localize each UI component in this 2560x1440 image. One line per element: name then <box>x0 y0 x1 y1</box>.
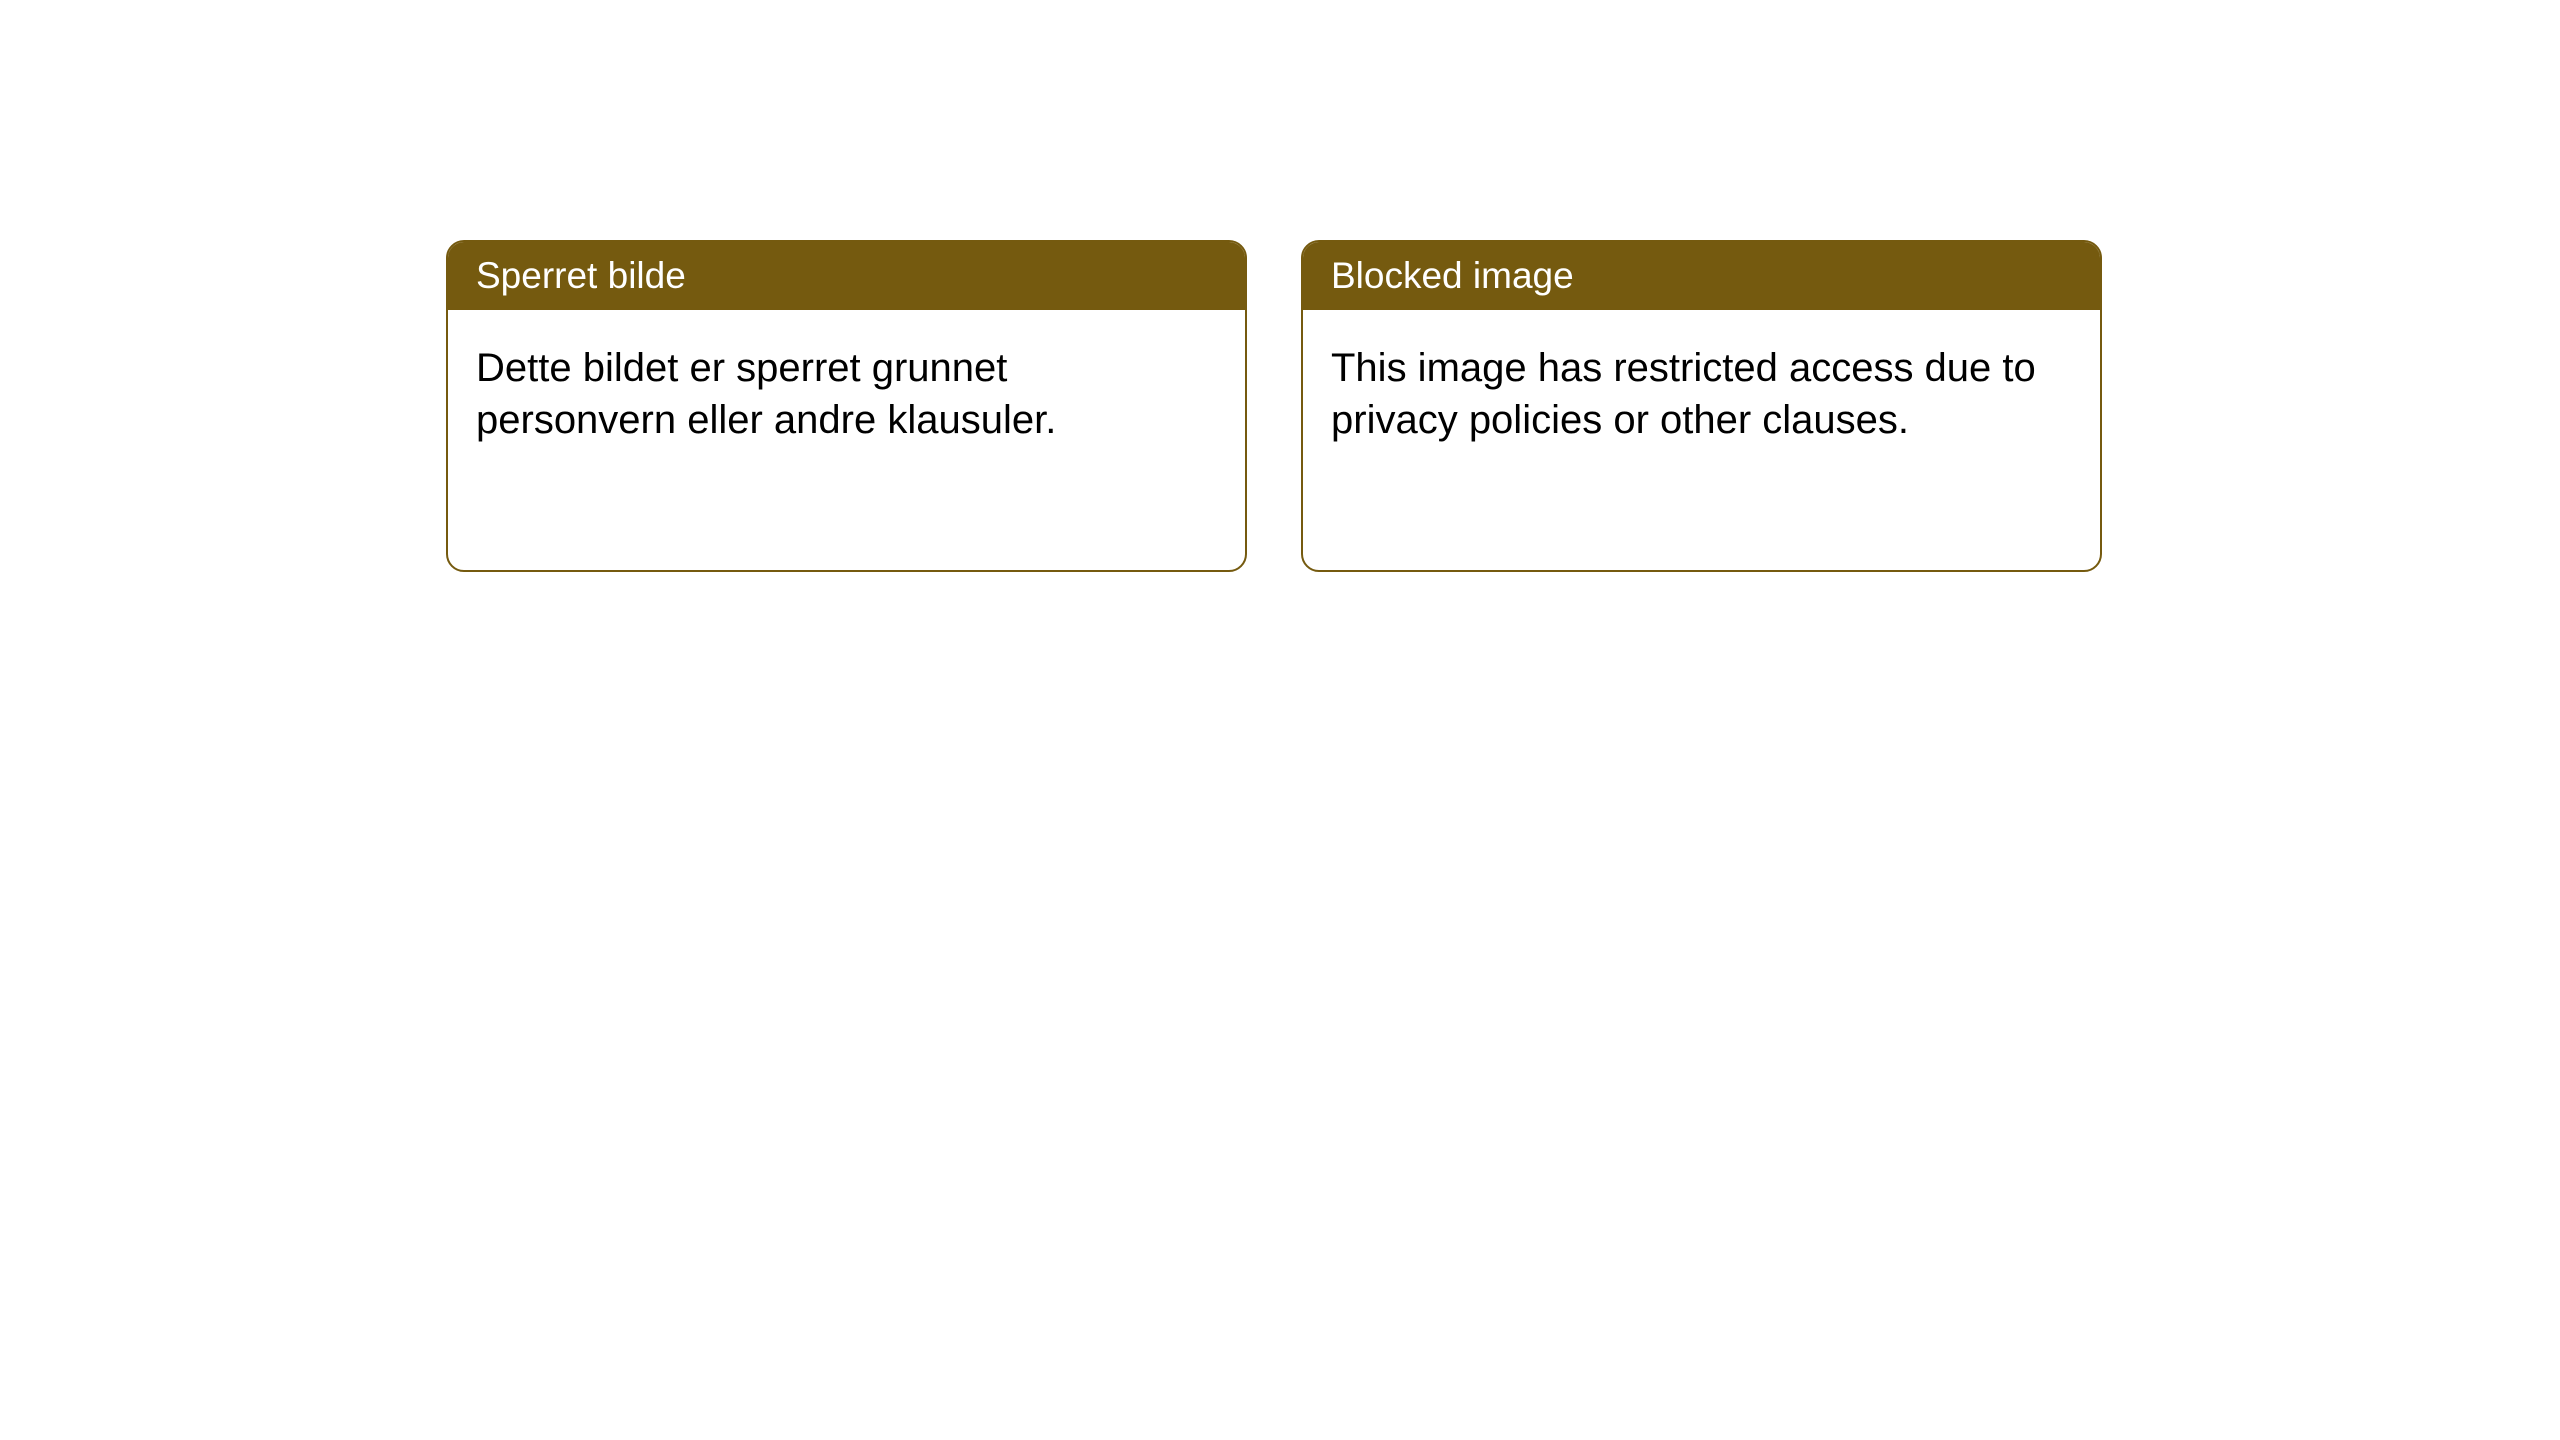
cards-container: Sperret bilde Dette bildet er sperret gr… <box>446 240 2102 572</box>
card-message: This image has restricted access due to … <box>1331 346 2036 442</box>
card-body: Dette bildet er sperret grunnet personve… <box>448 310 1245 478</box>
card-header: Blocked image <box>1303 242 2100 310</box>
card-title: Sperret bilde <box>476 255 686 296</box>
card-title: Blocked image <box>1331 255 1574 296</box>
card-body: This image has restricted access due to … <box>1303 310 2100 478</box>
blocked-image-card-no: Sperret bilde Dette bildet er sperret gr… <box>446 240 1247 572</box>
blocked-image-card-en: Blocked image This image has restricted … <box>1301 240 2102 572</box>
card-message: Dette bildet er sperret grunnet personve… <box>476 346 1056 442</box>
card-header: Sperret bilde <box>448 242 1245 310</box>
